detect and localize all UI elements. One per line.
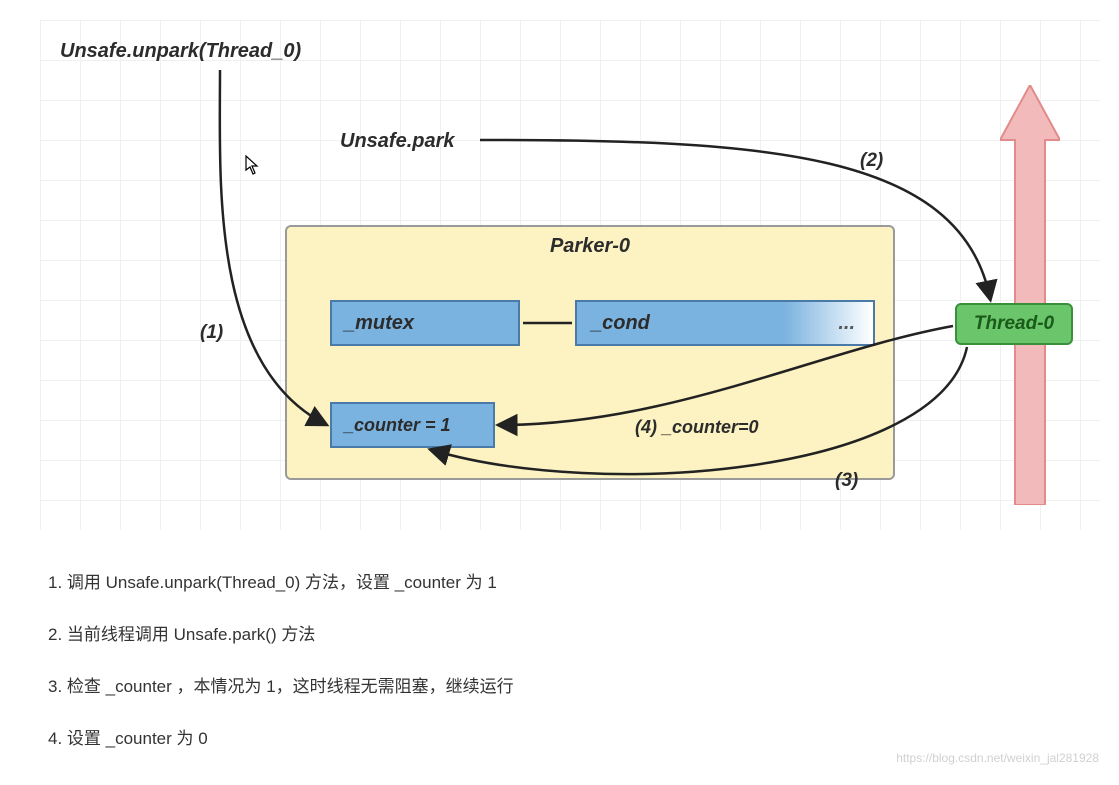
cond-dots: ... [838,312,855,335]
diagram-area: Unsafe.unpark(Thread_0) Unsafe.park Park… [40,20,1100,530]
explanation-2: 2. 当前线程调用 Unsafe.park() 方法 [48,622,315,648]
edge-1-label: (1) [200,322,223,344]
mutex-label: _mutex [344,312,414,335]
edge-2-label: (2) [860,150,883,172]
cursor-icon [245,155,261,180]
park-label: Unsafe.park [340,130,455,153]
watermark: https://blog.csdn.net/weixin_jal281928 [896,751,1099,765]
explanation-4: 4. 设置 _counter 为 0 [48,726,208,752]
edge-4-label: (4) _counter=0 [635,417,759,438]
explanation-1: 1. 调用 Unsafe.unpark(Thread_0) 方法，设置 _cou… [48,570,497,596]
mutex-box: _mutex [330,300,520,346]
thread-label: Thread-0 [974,313,1054,335]
unpark-label: Unsafe.unpark(Thread_0) [60,40,301,63]
cond-box: _cond ... [575,300,875,346]
explanation-3: 3. 检查 _counter ，本情况为 1，这时线程无需阻塞，继续运行 [48,674,514,700]
parker-title: Parker-0 [287,235,893,258]
cond-label: _cond [577,312,650,335]
counter-label: _counter = 1 [344,415,451,436]
big-up-arrow [1000,85,1060,505]
edge-3-label: (3) [835,470,858,492]
thread-box: Thread-0 [955,303,1073,345]
counter-box: _counter = 1 [330,402,495,448]
